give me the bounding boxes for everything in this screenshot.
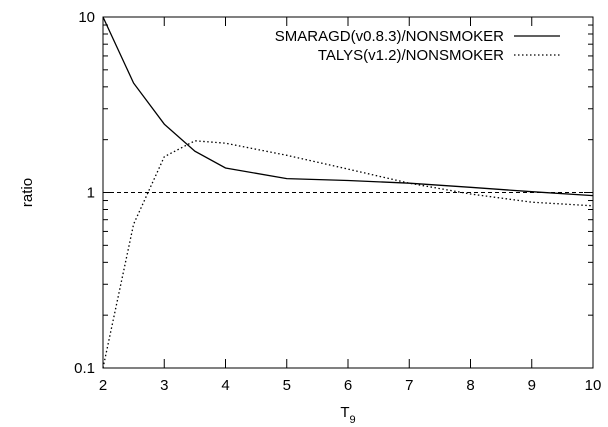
x-tick-label: 4 [221, 377, 229, 394]
x-axis-label: T9 [340, 404, 355, 426]
y-tick-label: 0.1 [74, 360, 95, 377]
x-tick-label: 3 [160, 377, 168, 394]
x-axis-label-subscript: 9 [350, 414, 356, 426]
series-line-talys [102, 140, 594, 369]
legend-label-smaragd: SMARAGD(v0.8.3)/NONSMOKER [275, 28, 504, 45]
x-tick-label: 2 [99, 377, 107, 394]
legend-label-talys: TALYS(v1.2)/NONSMOKER [318, 47, 504, 64]
x-tick-label: 8 [466, 377, 474, 394]
x-tick-label: 7 [405, 377, 413, 394]
series-group [102, 16, 594, 369]
x-tick-label: 9 [528, 377, 536, 394]
x-tick-label: 5 [283, 377, 291, 394]
legend: SMARAGD(v0.8.3)/NONSMOKER TALYS(v1.2)/NO… [275, 28, 560, 64]
x-axis-label-main: T [340, 404, 349, 421]
y-tick-label: 1 [87, 185, 95, 202]
y-axis-label: ratio [19, 178, 36, 207]
y-tick-label: 10 [78, 9, 95, 26]
x-tick-label: 10 [585, 377, 602, 394]
tick-labels: 2 3 4 5 6 7 8 9 10 0.1 1 10 [74, 9, 601, 394]
series-line-smaragd [102, 16, 594, 197]
plot-frame [102, 16, 594, 369]
x-tick-label: 6 [344, 377, 352, 394]
